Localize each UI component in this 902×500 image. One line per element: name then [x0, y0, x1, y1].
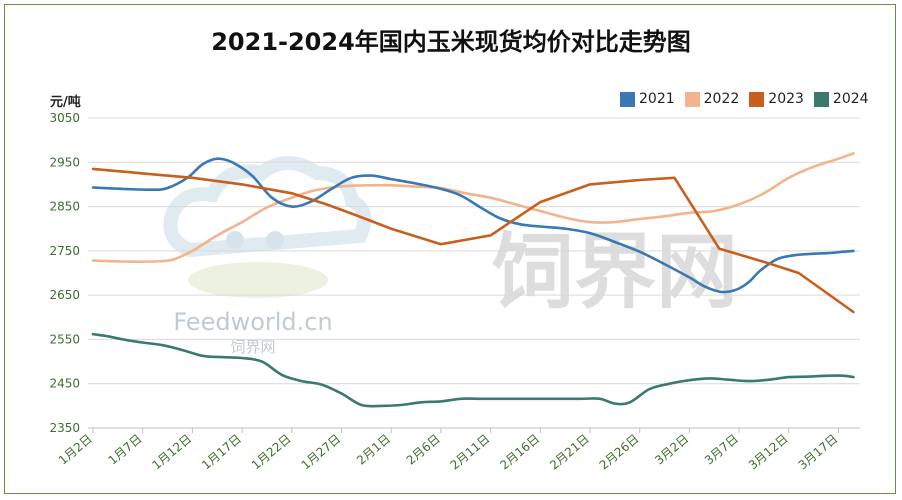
watermark-main-text: 饲界网: [492, 225, 738, 320]
series-group: [91, 152, 855, 408]
y-tick-label: 2350: [49, 421, 80, 435]
x-tick-label: 1月7日: [106, 432, 145, 468]
x-tick-label: 2月6日: [404, 432, 443, 468]
x-tick-label: 1月17日: [199, 432, 244, 473]
x-tick-label: 2月11日: [448, 432, 493, 473]
legend-label-2021: 2021: [639, 91, 675, 107]
x-tick-label: 1月22日: [249, 432, 294, 473]
legend-item-2023[interactable]: 2023: [749, 90, 804, 108]
x-tick-label: 3月12日: [746, 432, 791, 473]
x-tick-label: 1月2日: [56, 432, 95, 468]
x-tick-label: 2月16日: [497, 432, 542, 473]
x-tick-label: 2月21日: [547, 432, 592, 473]
watermark-logo-icon: [163, 156, 372, 298]
legend-item-2022[interactable]: 2022: [684, 90, 740, 108]
y-tick-label: 3050: [49, 111, 80, 125]
x-tick-label: 3月7日: [702, 432, 741, 468]
legend-swatch-2021: [620, 91, 635, 107]
legend-item-2024[interactable]: 2024: [813, 90, 869, 108]
y-tick-label: 2650: [49, 288, 80, 302]
series-line-2023: [91, 167, 855, 314]
y-tick-label: 2750: [49, 244, 80, 258]
x-tick-label: 2月1日: [354, 432, 393, 468]
legend-label-2023: 2023: [768, 91, 804, 107]
legend-label-2024: 2024: [832, 91, 869, 107]
chart-title: 2021-2024年国内玉米现货均价对比走势图: [211, 28, 691, 56]
series-line-2024: [91, 332, 855, 408]
y-axis-unit-label: 元/吨: [50, 95, 81, 110]
chart-legend: 2021 2022 2023 2024: [620, 90, 869, 108]
chart-frame: [4, 4, 896, 494]
y-tick-label: 2450: [49, 377, 80, 391]
legend-swatch-2023: [749, 91, 765, 107]
series-line-2022: [91, 152, 855, 263]
legend-swatch-2022: [684, 91, 700, 107]
legend-label-2022: 2022: [703, 91, 740, 107]
x-tick-label: 3月17日: [795, 432, 840, 473]
legend-swatch-2024: [813, 91, 829, 107]
x-tick-label: 3月2日: [652, 432, 691, 468]
watermark-brand-cn-text: 饲界网: [230, 338, 275, 356]
y-tick-label: 2850: [49, 200, 80, 214]
x-tick-label: 1月12日: [149, 432, 194, 473]
x-tick-label: 1月27日: [298, 432, 343, 473]
y-tick-label: 2550: [49, 332, 80, 346]
watermark-brand-text: Feedworld.cn: [173, 308, 332, 336]
y-tick-label: 2950: [49, 155, 80, 169]
legend-item-2021[interactable]: 2021: [620, 90, 675, 108]
x-tick-label: 2月26日: [597, 432, 642, 473]
